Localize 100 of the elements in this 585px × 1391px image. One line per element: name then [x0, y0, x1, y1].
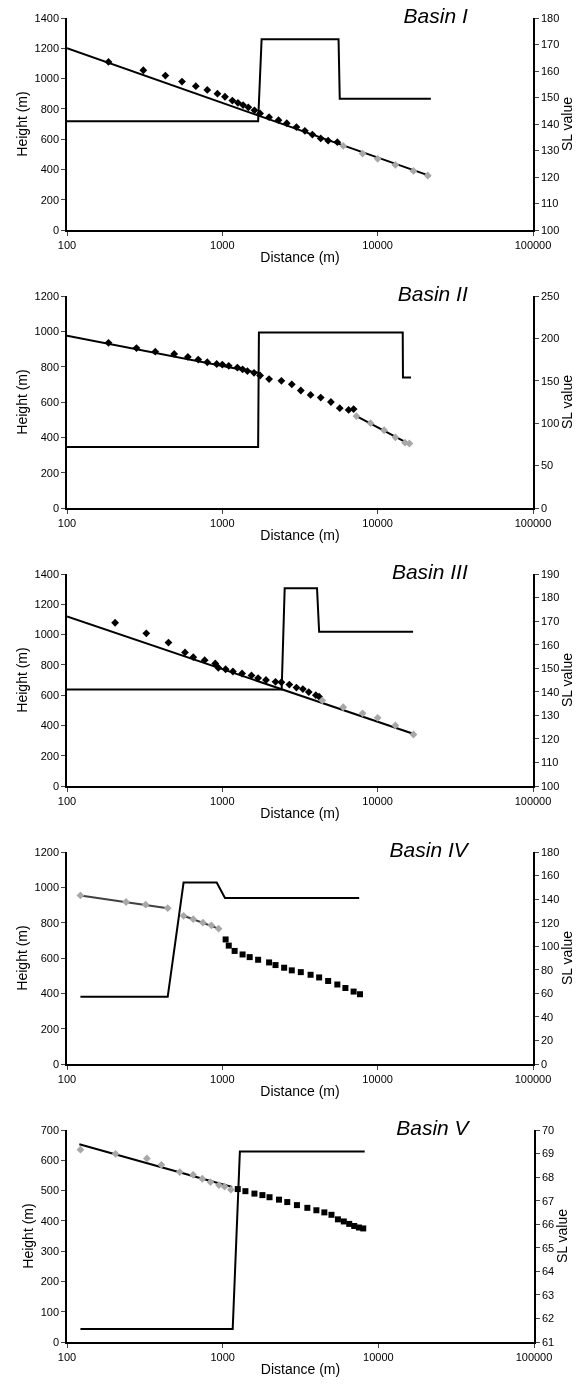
y2-axis-title: SL value [554, 1208, 571, 1263]
y-tick-label: 600 [40, 1154, 60, 1167]
y-axis-title: Height (m) [13, 925, 30, 991]
y2-tick-label: 150 [540, 662, 560, 675]
y-tick-label: 0 [52, 1335, 60, 1348]
x-tick-label: 100000 [515, 1350, 553, 1363]
y2-axis-title: SL value [559, 374, 576, 429]
x-tick-label: 100000 [514, 516, 552, 529]
y-axis-title: Height (m) [13, 91, 30, 157]
y-tick-label: 1000 [34, 628, 60, 641]
y2-tick-label: 110 [540, 756, 559, 769]
x-tick-label: 10000 [362, 238, 393, 251]
y-tick-label: 800 [40, 658, 60, 671]
x-tick-label: 100000 [514, 1072, 552, 1085]
y-tick-label: 1000 [34, 325, 60, 338]
y2-tick-label: 68 [541, 1170, 555, 1183]
y2-tick-label: 61 [541, 1335, 555, 1348]
chart-title: Basin III [391, 560, 468, 584]
y2-axis-title: SL value [559, 930, 576, 985]
y-tick-label: 200 [40, 1275, 60, 1288]
y-axis-title: Height (m) [13, 369, 30, 435]
y2-tick-label: 130 [540, 709, 560, 722]
y2-tick-label: 64 [541, 1265, 555, 1278]
y2-tick-label: 65 [541, 1241, 555, 1254]
x-tick-label: 1000 [210, 516, 235, 529]
y2-tick-label: 60 [540, 987, 554, 1000]
x-tick-label: 100000 [514, 238, 552, 251]
y-tick-label: 1200 [34, 598, 60, 611]
x-tick-label: 1000 [210, 238, 235, 251]
chart-title: Basin V [396, 1116, 471, 1140]
x-axis-title: Distance (m) [260, 526, 340, 543]
y-axis-title: Height (m) [13, 647, 30, 713]
x-tick-label: 10000 [363, 1350, 394, 1363]
y-tick-label: 0 [52, 1057, 60, 1070]
chart-title: Basin I [403, 4, 468, 28]
y2-tick-label: 62 [541, 1312, 555, 1325]
y-tick-label: 200 [40, 193, 60, 206]
y-tick-label: 500 [40, 1184, 60, 1197]
x-tick-label: 10000 [362, 1072, 393, 1085]
y2-tick-label: 0 [540, 501, 548, 514]
y-tick-label: 600 [40, 395, 60, 408]
y2-axis-title: SL value [559, 96, 576, 151]
y-tick-label: 400 [40, 163, 60, 176]
x-axis-title: Distance (m) [260, 1082, 340, 1099]
y2-tick-label: 180 [540, 591, 560, 604]
y-axis-title: Height (m) [19, 1203, 36, 1269]
y2-tick-label: 160 [540, 869, 560, 882]
y-tick-label: 300 [40, 1244, 60, 1257]
y2-tick-label: 120 [540, 732, 560, 745]
y-tick-label: 800 [40, 916, 60, 929]
y2-tick-label: 20 [540, 1034, 554, 1047]
x-tick-label: 10000 [362, 516, 393, 529]
x-tick-label: 1000 [210, 1072, 235, 1085]
y2-tick-label: 100 [540, 417, 560, 430]
y-tick-label: 600 [40, 688, 60, 701]
y2-axis-title: SL value [559, 652, 576, 707]
y2-tick-label: 100 [540, 779, 560, 792]
y2-tick-label: 120 [540, 916, 560, 929]
y2-tick-label: 70 [541, 1123, 555, 1136]
y2-tick-label: 200 [540, 332, 560, 345]
x-tick-label: 100000 [514, 794, 552, 807]
x-tick-label: 1000 [210, 794, 235, 807]
y2-tick-label: 63 [541, 1288, 555, 1301]
y2-tick-label: 100 [540, 940, 560, 953]
y2-tick-label: 170 [540, 38, 560, 51]
y2-tick-label: 180 [540, 11, 560, 24]
y2-tick-label: 150 [540, 91, 560, 104]
y-tick-label: 1400 [34, 11, 60, 24]
y2-tick-label: 150 [540, 374, 560, 387]
y-tick-label: 1000 [34, 72, 60, 85]
y-tick-label: 400 [40, 719, 60, 732]
y-tick-label: 600 [40, 132, 60, 145]
y2-tick-label: 180 [540, 845, 560, 858]
y2-tick-label: 120 [540, 170, 560, 183]
y-tick-label: 1200 [34, 42, 60, 55]
x-tick-label: 10000 [362, 794, 393, 807]
y-tick-label: 800 [40, 360, 60, 373]
y2-tick-label: 100 [540, 223, 560, 236]
y2-tick-label: 170 [540, 614, 560, 627]
x-tick-label: 1000 [210, 1350, 235, 1363]
y-tick-label: 400 [40, 1214, 60, 1227]
y2-tick-label: 130 [540, 144, 560, 157]
y-tick-label: 700 [40, 1123, 60, 1136]
y-tick-label: 800 [40, 102, 60, 115]
y2-tick-label: 66 [541, 1218, 555, 1231]
y2-tick-label: 160 [540, 64, 560, 77]
y2-tick-label: 190 [540, 567, 560, 580]
y2-tick-label: 40 [540, 1010, 554, 1023]
y-tick-label: 1400 [34, 567, 60, 580]
x-axis-title: Distance (m) [260, 248, 340, 265]
chart-title: Basin IV [389, 838, 470, 862]
y2-tick-label: 50 [540, 459, 554, 472]
x-axis-title: Distance (m) [260, 1360, 341, 1377]
y2-tick-label: 67 [541, 1194, 555, 1207]
y-tick-label: 1200 [34, 845, 60, 858]
chart-title: Basin II [397, 282, 468, 306]
y2-tick-label: 69 [541, 1147, 555, 1160]
y2-tick-label: 140 [540, 117, 560, 130]
x-axis-title: Distance (m) [260, 804, 340, 821]
y2-tick-label: 140 [540, 685, 560, 698]
